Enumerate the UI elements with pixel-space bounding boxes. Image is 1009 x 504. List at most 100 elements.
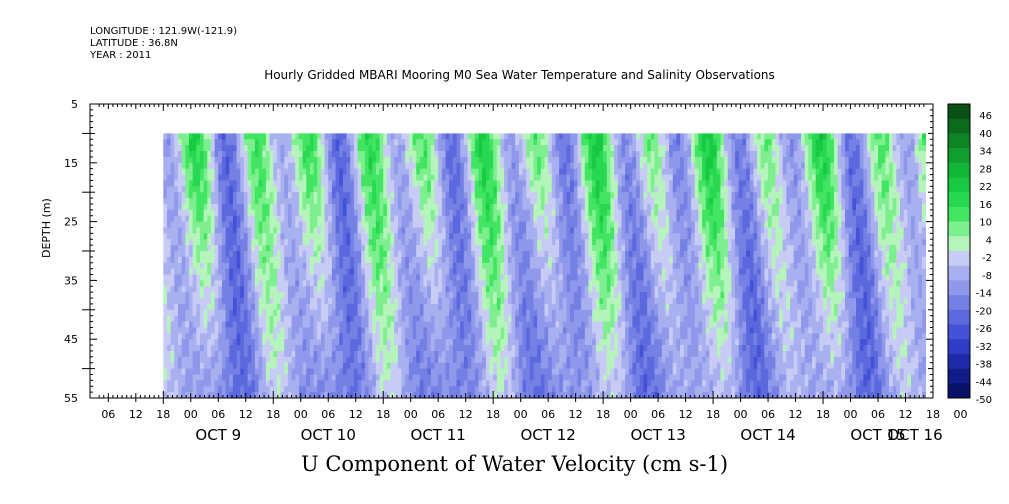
heatmap-cell <box>273 368 278 375</box>
heatmap-cell <box>390 262 395 270</box>
heatmap-cell <box>511 386 516 393</box>
heatmap-cell <box>166 221 172 228</box>
heatmap-cell <box>408 156 413 164</box>
heatmap-cell <box>221 274 227 281</box>
heatmap-cell <box>214 345 219 352</box>
heatmap-cell <box>328 368 333 375</box>
heatmap-cell <box>269 386 274 393</box>
heatmap-cell <box>313 139 318 146</box>
heatmap-cell <box>214 251 219 258</box>
heatmap-cell <box>324 251 329 258</box>
heatmap-cell <box>331 192 336 199</box>
heatmap-cell <box>485 362 490 369</box>
heatmap-cell <box>269 321 274 328</box>
heatmap-cell <box>368 139 373 146</box>
heatmap-cell <box>441 209 446 217</box>
heatmap-cell <box>533 203 538 211</box>
heatmap-cell <box>452 315 457 322</box>
heatmap-cell <box>522 203 527 211</box>
heatmap-cell <box>302 374 307 381</box>
heatmap-cell <box>166 215 172 222</box>
heatmap-cell <box>555 356 560 364</box>
heatmap-cell <box>364 298 369 305</box>
heatmap-cell <box>467 215 472 222</box>
heatmap-cell <box>265 392 270 399</box>
heatmap-cell <box>526 145 531 152</box>
heatmap-cell <box>485 221 490 228</box>
heatmap-cell <box>185 292 190 299</box>
heatmap-cell <box>522 245 527 252</box>
heatmap-cell <box>434 168 439 175</box>
heatmap-cell <box>166 333 172 340</box>
heatmap-cell <box>408 268 413 275</box>
heatmap-cell <box>287 268 292 275</box>
heatmap-cell <box>419 374 424 381</box>
heatmap-cell <box>163 274 168 281</box>
heatmap-cell <box>331 286 336 293</box>
heatmap-cell <box>375 280 380 287</box>
heatmap-cell <box>273 245 278 252</box>
heatmap-cell <box>474 221 479 228</box>
heatmap-cell <box>361 356 366 364</box>
heatmap-cell <box>258 139 263 146</box>
heatmap-cell <box>416 368 421 375</box>
heatmap-cell <box>372 180 377 187</box>
heatmap-cell <box>364 156 369 164</box>
heatmap-cell <box>210 209 216 217</box>
heatmap-cell <box>456 339 461 346</box>
heatmap-cell <box>471 333 476 340</box>
heatmap-cell <box>192 139 197 146</box>
heatmap-cell <box>236 233 241 240</box>
heatmap-cell <box>368 345 373 352</box>
heatmap-cell <box>452 386 457 393</box>
heatmap-cell <box>540 315 545 322</box>
heatmap-cell <box>379 292 384 299</box>
heatmap-cell <box>174 227 179 234</box>
heatmap-cell <box>471 145 476 152</box>
heatmap-cell <box>324 303 329 311</box>
heatmap-cell <box>515 233 520 240</box>
heatmap-cell <box>394 327 399 334</box>
heatmap-cell <box>247 345 252 352</box>
heatmap-cell <box>452 192 457 199</box>
heatmap-cell <box>243 315 249 322</box>
heatmap-cell <box>430 133 435 140</box>
heatmap-cell <box>496 186 501 193</box>
heatmap-cell <box>218 203 223 211</box>
heatmap-cell <box>383 151 388 158</box>
heatmap-cell <box>218 151 223 158</box>
heatmap-cell <box>276 186 281 193</box>
heatmap-cell <box>350 233 355 240</box>
heatmap-cell <box>185 262 190 270</box>
heatmap-cell <box>485 333 490 340</box>
heatmap-cell <box>295 198 300 205</box>
heatmap-cell <box>265 151 270 158</box>
heatmap-cell <box>463 186 468 193</box>
heatmap-cell <box>511 262 516 270</box>
heatmap-cell <box>504 368 509 375</box>
heatmap-cell <box>364 303 369 311</box>
heatmap-cell <box>346 274 351 281</box>
heatmap-cell <box>434 156 439 164</box>
heatmap-cell <box>540 374 545 381</box>
heatmap-cell <box>181 239 186 246</box>
heatmap-cell <box>456 145 461 152</box>
heatmap-cell <box>434 239 439 246</box>
heatmap-cell <box>240 245 245 252</box>
heatmap-cell <box>273 386 278 393</box>
heatmap-cell <box>562 315 567 322</box>
heatmap-cell <box>449 303 454 311</box>
heatmap-cell <box>229 151 234 158</box>
heatmap-cell <box>540 186 545 193</box>
heatmap-cell <box>262 327 267 334</box>
heatmap-cell <box>207 292 212 299</box>
heatmap-cell <box>460 239 465 246</box>
heatmap-cell <box>309 251 314 258</box>
heatmap-cell <box>434 180 439 187</box>
heatmap-cell <box>423 133 428 140</box>
heatmap-cell <box>302 239 307 246</box>
heatmap-cell <box>562 251 567 258</box>
heatmap-cell <box>335 292 340 299</box>
heatmap-cell <box>518 133 523 140</box>
heatmap-cell <box>383 180 388 187</box>
